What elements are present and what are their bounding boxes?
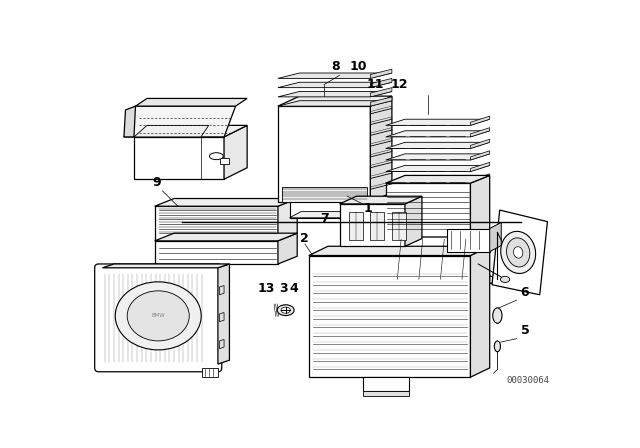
Polygon shape: [405, 196, 422, 246]
Polygon shape: [490, 222, 501, 252]
Ellipse shape: [513, 247, 523, 258]
Polygon shape: [278, 233, 297, 264]
Polygon shape: [386, 119, 490, 125]
Polygon shape: [371, 96, 392, 202]
Polygon shape: [470, 246, 490, 377]
Polygon shape: [308, 246, 490, 255]
Polygon shape: [155, 233, 297, 241]
Polygon shape: [124, 106, 136, 137]
Polygon shape: [220, 340, 224, 349]
Text: 6: 6: [520, 286, 529, 299]
Text: 2: 2: [300, 232, 308, 245]
Polygon shape: [470, 128, 490, 137]
Text: BMW: BMW: [151, 313, 165, 319]
Ellipse shape: [281, 307, 291, 313]
Ellipse shape: [506, 238, 530, 267]
Polygon shape: [155, 241, 278, 264]
Polygon shape: [386, 131, 490, 137]
Text: 3: 3: [279, 282, 287, 295]
Text: 8: 8: [332, 60, 340, 73]
Polygon shape: [278, 198, 297, 241]
Polygon shape: [349, 211, 363, 240]
Polygon shape: [340, 196, 422, 204]
Polygon shape: [155, 198, 297, 206]
Polygon shape: [289, 211, 371, 218]
Polygon shape: [492, 210, 547, 295]
Ellipse shape: [494, 341, 500, 352]
Polygon shape: [470, 116, 490, 125]
Text: 4: 4: [290, 282, 298, 295]
Polygon shape: [371, 69, 392, 78]
Polygon shape: [340, 204, 405, 246]
Polygon shape: [278, 96, 392, 106]
Polygon shape: [278, 91, 392, 97]
Ellipse shape: [500, 231, 536, 273]
Text: 00030064: 00030064: [507, 376, 550, 385]
Polygon shape: [447, 228, 490, 252]
Text: 11: 11: [367, 78, 385, 91]
Polygon shape: [386, 154, 490, 160]
Polygon shape: [470, 139, 490, 148]
Polygon shape: [371, 97, 392, 106]
Polygon shape: [363, 377, 409, 391]
Text: 7: 7: [321, 212, 330, 225]
FancyBboxPatch shape: [95, 264, 221, 372]
Polygon shape: [308, 255, 470, 377]
Polygon shape: [386, 142, 490, 148]
Text: 10: 10: [350, 60, 367, 73]
Polygon shape: [134, 125, 247, 137]
Polygon shape: [136, 99, 247, 106]
Text: 1: 1: [364, 202, 372, 215]
Polygon shape: [134, 137, 224, 179]
Polygon shape: [363, 391, 409, 396]
Polygon shape: [470, 151, 490, 160]
Polygon shape: [278, 106, 371, 202]
Polygon shape: [371, 211, 384, 240]
Polygon shape: [155, 206, 278, 241]
Polygon shape: [409, 276, 513, 283]
Ellipse shape: [115, 282, 201, 350]
Polygon shape: [220, 285, 224, 295]
Polygon shape: [220, 313, 224, 322]
Text: 12: 12: [390, 78, 408, 91]
Ellipse shape: [493, 308, 502, 323]
Polygon shape: [386, 183, 470, 237]
Polygon shape: [224, 125, 247, 179]
Polygon shape: [278, 82, 392, 88]
Polygon shape: [282, 187, 367, 202]
Polygon shape: [470, 229, 516, 283]
Ellipse shape: [209, 153, 223, 159]
Polygon shape: [470, 174, 490, 183]
Polygon shape: [392, 211, 406, 240]
Polygon shape: [124, 106, 236, 137]
Polygon shape: [371, 78, 392, 88]
Polygon shape: [371, 88, 392, 97]
Text: 13: 13: [258, 282, 275, 295]
Text: 5: 5: [520, 324, 529, 337]
Text: 9: 9: [153, 176, 161, 189]
Polygon shape: [220, 159, 230, 164]
Polygon shape: [386, 165, 490, 172]
Polygon shape: [202, 368, 218, 377]
Polygon shape: [470, 176, 490, 237]
Polygon shape: [278, 73, 392, 78]
Polygon shape: [289, 202, 359, 218]
Polygon shape: [278, 101, 392, 106]
Polygon shape: [102, 264, 230, 268]
Ellipse shape: [127, 291, 189, 341]
Polygon shape: [470, 162, 490, 172]
Polygon shape: [386, 176, 490, 183]
Polygon shape: [386, 237, 493, 283]
Polygon shape: [134, 125, 209, 137]
Polygon shape: [386, 177, 490, 183]
Polygon shape: [218, 264, 230, 364]
Ellipse shape: [500, 276, 509, 282]
Ellipse shape: [277, 305, 294, 315]
